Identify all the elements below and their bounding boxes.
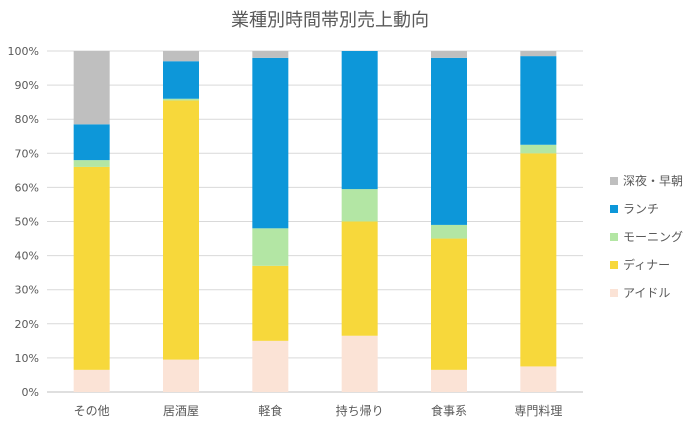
legend-item: ディナー [610,256,700,284]
bar-segment [341,335,378,392]
bar-segment [252,228,289,266]
chart-title: 業種別時間帯別売上動向 [231,10,429,31]
bar-segment [520,153,557,367]
bar-segment [252,340,289,392]
legend-item: ランチ [610,200,700,228]
bar-segment [252,51,289,58]
legend-swatch [610,233,618,241]
bar-segment [431,224,467,239]
legend-label: 深夜・早朝 [623,174,684,188]
x-tick-label: 食事系 [431,403,467,418]
legend-label: アイドル [623,286,671,300]
bar-segment [73,166,110,370]
y-tick-label: 40% [15,250,39,263]
bar-segment [73,124,110,161]
y-tick-label: 30% [15,284,39,297]
y-tick-label: 70% [15,147,39,160]
legend-swatch [610,177,618,185]
y-tick-label: 60% [15,181,39,194]
bar-segment [520,56,557,145]
x-tick-label: 居酒屋 [163,404,199,418]
legend-label: ランチ [623,202,660,216]
bar-segment [431,369,467,392]
y-tick-label: 10% [15,352,39,365]
bar-segment [163,61,199,99]
legend-swatch [610,261,618,269]
x-tick-label: 軽食 [258,403,282,418]
y-tick-label: 0% [22,386,39,399]
bar-segment [252,265,289,341]
bar-segment [341,51,378,190]
bar-segment [520,51,557,57]
y-tick-label: 50% [15,216,39,229]
bar-segment [73,51,110,125]
x-tick-label: その他 [74,404,110,418]
legend-swatch [610,289,618,297]
legend-swatch [610,205,618,213]
chart-legend: 深夜・早朝ランチモーニングディナーアイドル [610,172,700,312]
legend-label: ディナー [623,258,671,272]
bar-segment [163,51,199,62]
y-tick-label: 90% [15,79,39,92]
legend-label: モーニング [623,230,684,244]
bar-segment [163,100,199,360]
y-tick-label: 80% [15,113,39,126]
bar-segment [431,238,467,370]
bar-segment [163,359,199,392]
y-tick-label: 20% [15,318,39,331]
bar-segment [341,221,378,336]
bar-segment [252,57,289,229]
bar-segment [431,51,467,58]
x-tick-label: 持ち帰り [336,403,384,418]
bar-segment [73,160,110,167]
bar-segment [520,366,557,392]
legend-item: 深夜・早朝 [610,172,700,200]
x-tick-label: 専門料理 [514,404,562,418]
bar-segment [520,144,557,154]
bar-segment [431,57,467,225]
bar-segment [73,369,110,392]
bar-segment [163,98,199,101]
bar-segment [341,189,378,222]
legend-item: モーニング [610,228,700,256]
y-tick-label: 100% [8,45,39,58]
legend-item: アイドル [610,284,700,312]
